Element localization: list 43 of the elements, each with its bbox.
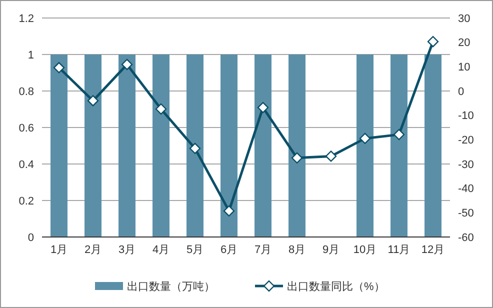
x-tick-label: 8月 [288,244,306,256]
point [257,102,269,114]
x-tick-label: 9月 [322,244,340,256]
y2-tick-label: 0 [458,86,464,98]
x-tick-label: 11月 [388,244,410,256]
point [189,142,201,154]
y2-tick-label: 10 [458,62,470,74]
y2-tick-label: -20 [458,134,474,147]
x-tick-label: 5月 [186,244,204,256]
x-tick-label: 7月 [254,244,272,256]
legend-label: 出口数量（万吨） [127,280,215,293]
point [223,205,235,217]
y2-tick-label: -30 [458,158,474,171]
point [393,128,405,140]
x-tick-label: 1月 [50,244,68,256]
y2-tick-label: -40 [458,183,474,196]
point [53,62,65,74]
point [291,152,303,164]
x-tick-label: 3月 [118,244,136,256]
y2-tick-label: 20 [458,37,470,50]
y2-tick-label: -60 [458,232,474,244]
legend-label: 出口数量同比（%） [287,280,385,293]
point [359,132,371,144]
point [87,95,99,106]
y-tick-label: 1.2 [18,12,34,25]
y-tick-label: 0.2 [18,195,34,208]
y-tick-label: 0.6 [18,122,34,134]
x-tick-label: 4月 [152,244,170,256]
x-tick-label: 6月 [220,244,238,256]
y2-tick-label: -10 [458,110,474,122]
y2-tick-label: 30 [458,12,470,25]
point [325,150,337,162]
x-tick-label: 10月 [353,244,377,256]
x-tick-label: 2月 [84,244,102,256]
y-tick-label: 0 [28,232,34,244]
y-tick-label: 1 [28,49,34,62]
y2-tick-label: -50 [458,208,474,220]
y-tick-label: 0.8 [18,86,34,98]
y-tick-label: 0.4 [18,158,34,171]
point [121,58,133,70]
point [427,36,439,48]
point [155,103,167,115]
x-tick-label: 12月 [421,244,445,256]
